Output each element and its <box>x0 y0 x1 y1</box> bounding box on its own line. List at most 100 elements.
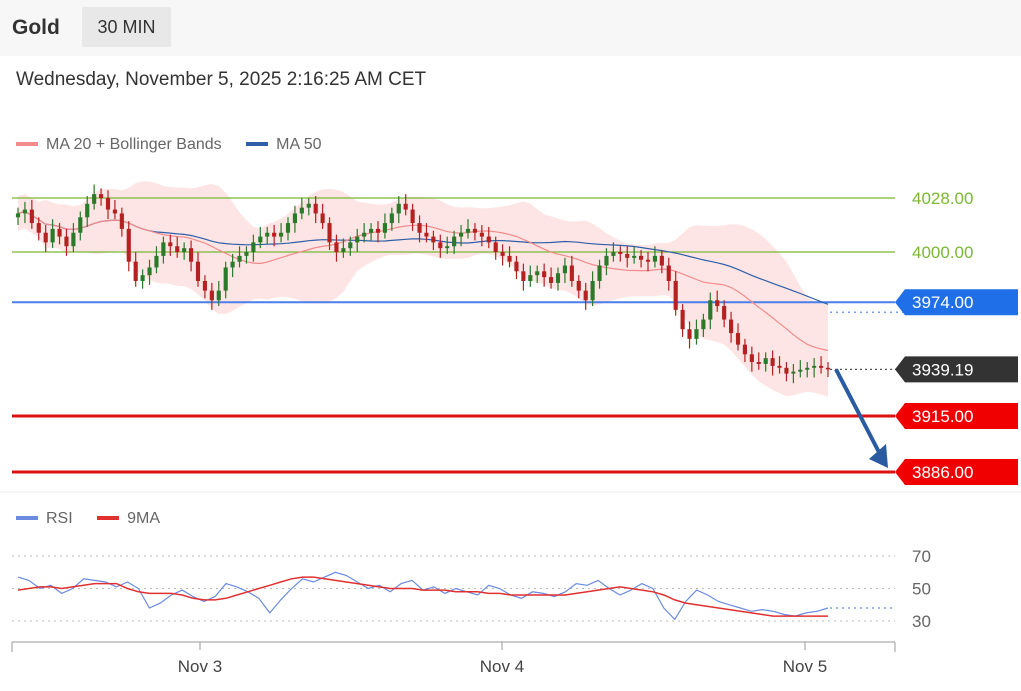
candle-body <box>645 259 651 262</box>
level-label-3915.00: 3915.00 <box>912 407 973 426</box>
candle-body <box>569 265 574 281</box>
candle-body <box>306 203 311 208</box>
candle-body <box>555 273 561 283</box>
level-label-3974.00: 3974.00 <box>912 293 973 312</box>
candle-body <box>722 306 727 320</box>
candle-body <box>168 242 173 247</box>
candle-body <box>708 300 713 320</box>
candle-body <box>341 248 346 253</box>
header-bar: Gold 30 MIN <box>0 0 1021 56</box>
candle-body <box>112 209 117 214</box>
candle-body <box>223 267 228 291</box>
x-tick-label-nov-4: Nov 4 <box>480 657 524 676</box>
rsi-legend: RSI 9MA <box>16 510 180 528</box>
candle-body <box>161 242 166 256</box>
level-label-4000.00: 4000.00 <box>912 243 973 262</box>
candle-body <box>542 271 547 278</box>
candle-body <box>514 261 519 272</box>
x-tick-label-nov-5: Nov 5 <box>783 657 827 676</box>
candle-body <box>465 228 471 233</box>
candle-body <box>50 228 55 243</box>
legend-label-ma50: MA 50 <box>276 136 322 153</box>
price-tag-current <box>895 356 1018 383</box>
candle-body <box>327 223 332 243</box>
candle-body <box>105 198 111 210</box>
candle-body <box>735 333 741 345</box>
candle-body <box>64 236 69 247</box>
candle-body <box>195 261 201 281</box>
candle-body <box>701 319 706 330</box>
candle-body <box>334 242 339 253</box>
candle-body <box>611 252 616 256</box>
candle-body <box>15 213 21 218</box>
candle-body <box>825 367 831 370</box>
candle-body <box>417 223 422 233</box>
legend-label-9ma: 9MA <box>127 510 161 527</box>
candle-body <box>216 290 221 301</box>
candle-body <box>202 280 207 291</box>
candle-body <box>673 280 678 310</box>
candle-body <box>85 203 90 218</box>
candle-body <box>382 223 387 233</box>
candle-body <box>92 194 97 204</box>
candle-body <box>313 203 318 214</box>
rsi-tick-70: 70 <box>912 547 931 566</box>
ma20-line <box>17 210 829 352</box>
candle-body <box>237 255 242 262</box>
legend-label-ma20: MA 20 + Bollinger Bands <box>46 136 222 153</box>
candle-body <box>500 252 505 256</box>
candle-body <box>140 275 145 281</box>
candle-body <box>819 365 824 368</box>
candle-body <box>770 358 775 366</box>
candle-body <box>791 371 796 374</box>
candle-body <box>535 271 540 276</box>
candle-body <box>459 232 464 237</box>
candle-body <box>680 309 685 330</box>
candle-body <box>133 261 138 281</box>
timeframe-button[interactable]: 30 MIN <box>82 7 171 47</box>
candle-body <box>549 277 554 283</box>
main-legend: MA 20 + Bollinger Bands MA 50 <box>16 136 341 154</box>
candle-body <box>22 209 27 214</box>
candle-body <box>389 213 394 224</box>
chart-datetime: Wednesday, November 5, 2025 2:16:25 AM C… <box>16 69 427 90</box>
forecast-arrow-head <box>869 444 888 468</box>
price-tag-blue <box>895 289 1018 316</box>
candle-body <box>445 246 450 249</box>
candle-body <box>694 329 699 339</box>
candle-body <box>632 255 637 258</box>
candle-body <box>715 300 720 307</box>
candle-body <box>375 228 381 233</box>
candle-body <box>175 246 180 253</box>
candle-body <box>687 329 692 339</box>
rsi-9ma-line <box>17 576 828 617</box>
candle-body <box>348 242 353 249</box>
candle-body <box>472 228 477 233</box>
asset-title: Gold <box>12 16 60 39</box>
legend-swatch-ma50 <box>246 141 269 146</box>
level-label-3939.19: 3939.19 <box>912 360 973 379</box>
candle-body <box>119 213 124 229</box>
candle-body <box>265 232 270 237</box>
candle-body <box>521 271 526 281</box>
candle-body <box>209 290 214 301</box>
candle-body <box>639 255 644 260</box>
candle-body <box>576 280 581 291</box>
candle-body <box>438 242 443 249</box>
price-tag-red <box>895 459 1018 485</box>
candle-body <box>625 253 630 258</box>
candle-body <box>424 232 429 237</box>
forecast-arrow-shaft <box>834 368 884 459</box>
candle-body <box>507 255 512 262</box>
level-label-4028.00: 4028.00 <box>912 189 973 208</box>
candle-body <box>99 194 104 198</box>
level-label-3886.00: 3886.00 <box>912 463 973 482</box>
candle-body <box>479 232 484 237</box>
candle-body <box>285 223 291 233</box>
candle-body <box>590 280 595 301</box>
candle-body <box>71 232 76 247</box>
candle-body <box>244 252 249 256</box>
price-tag-red <box>895 403 1018 430</box>
candle-body <box>189 248 194 262</box>
